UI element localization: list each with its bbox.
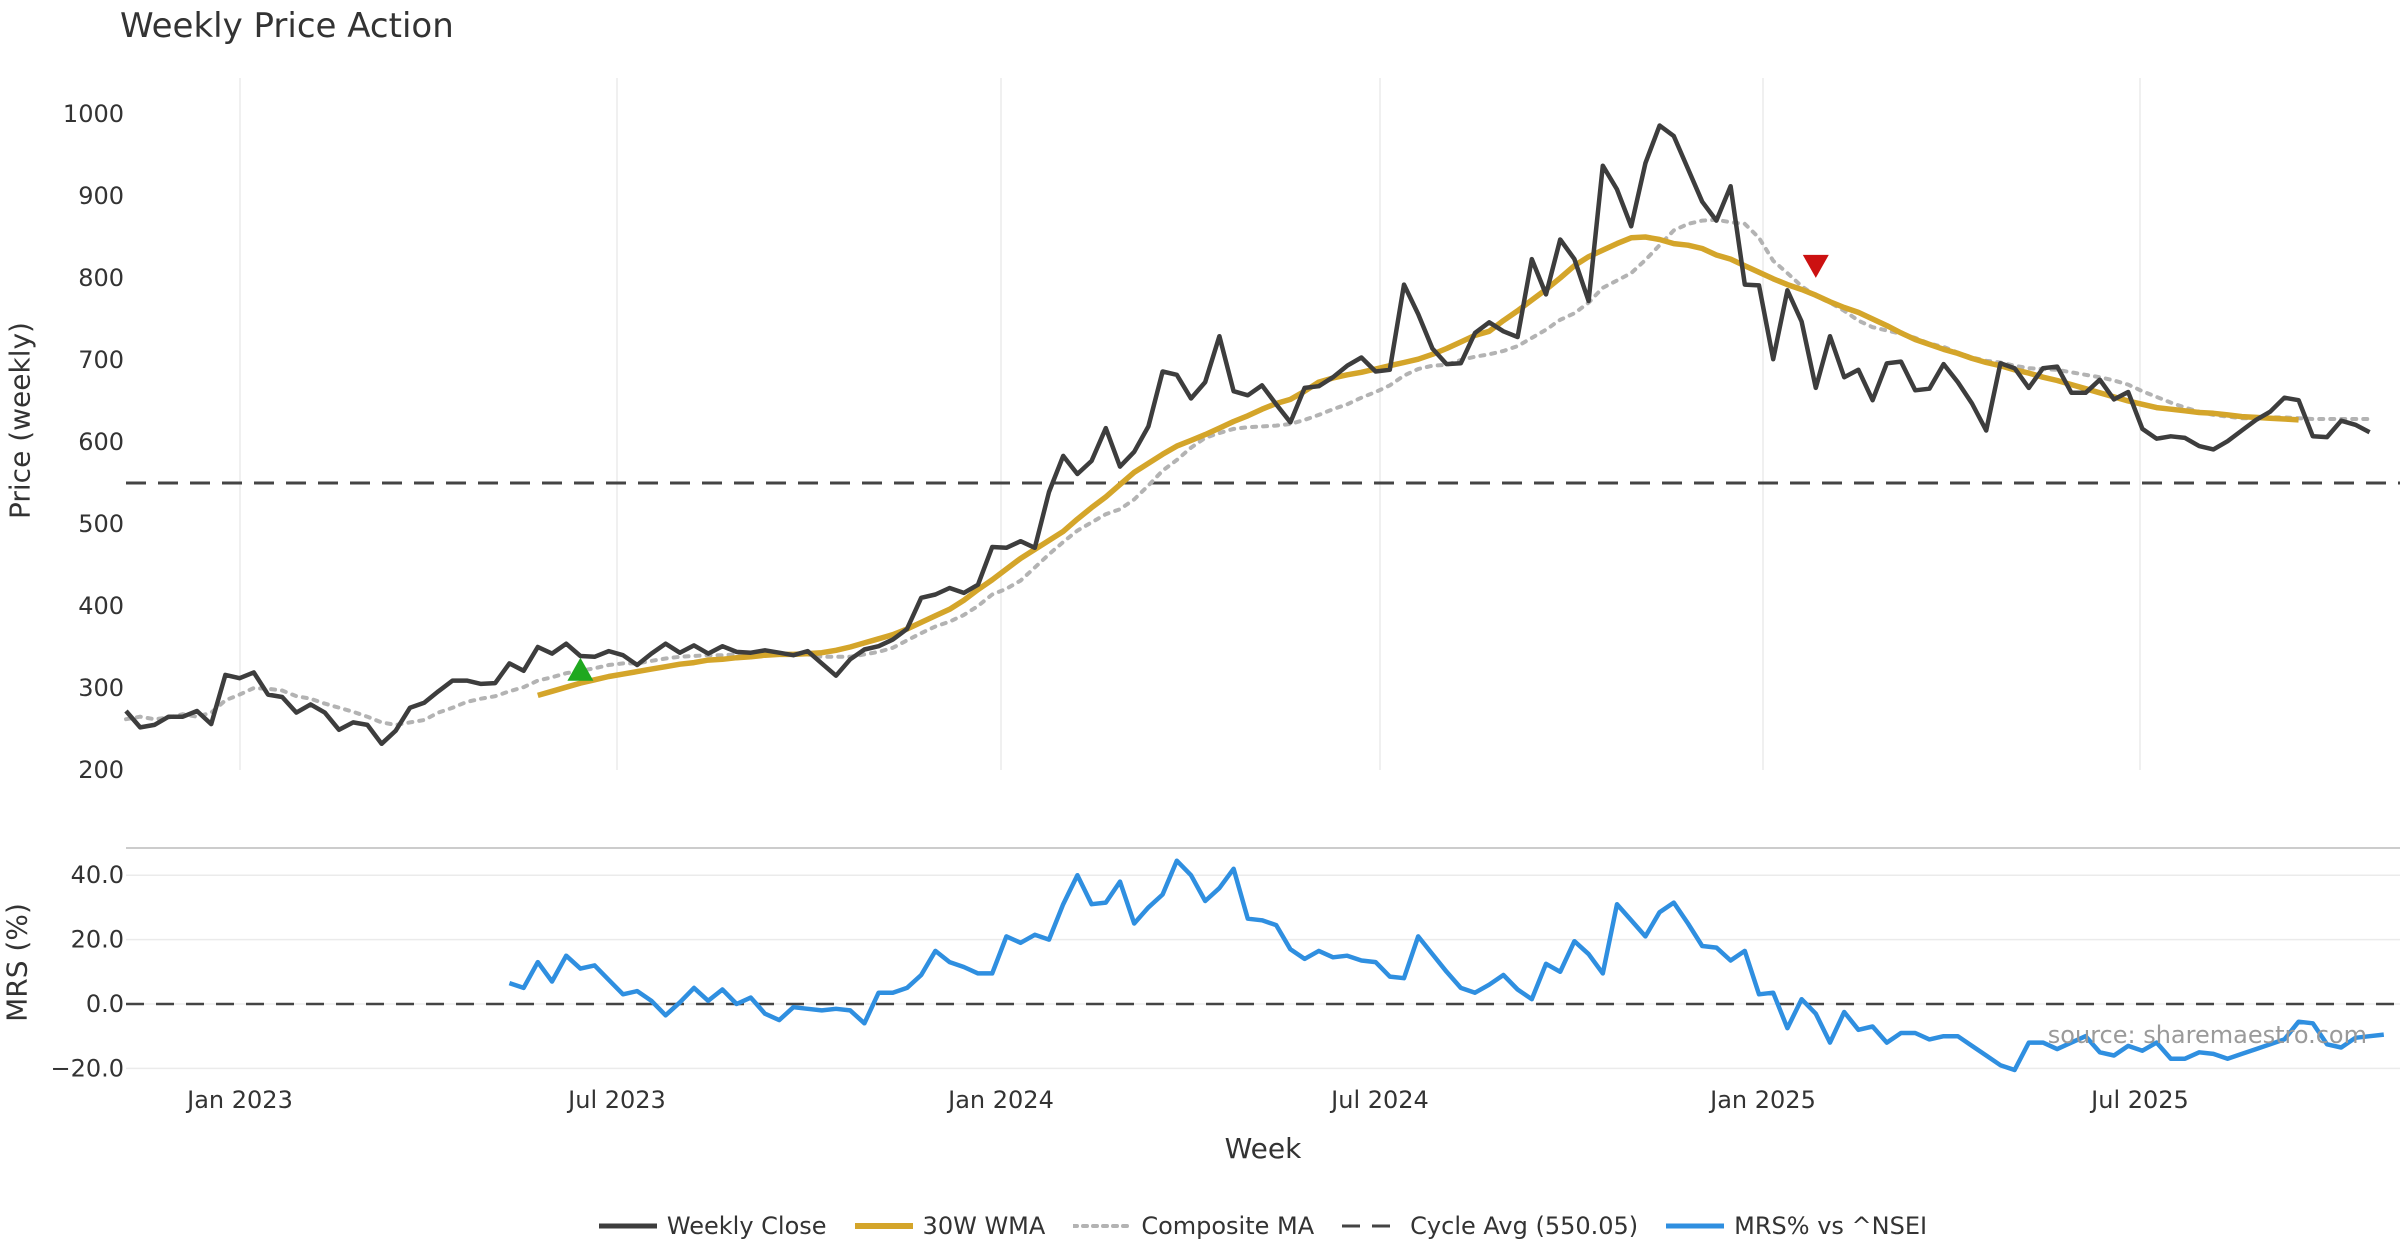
price-axis-label: Price (weekly) — [3, 322, 37, 519]
legend-item-cycle-avg: Cycle Avg (550.05) — [1342, 1212, 1638, 1240]
x-tick-label: Jul 2024 — [1329, 1086, 1429, 1114]
x-tick-label: Jul 2025 — [2089, 1086, 2189, 1114]
sell-signal-marker — [1802, 254, 1829, 278]
x-tick-label: Jan 2024 — [946, 1086, 1054, 1114]
mrs-y-tick-label: −20.0 — [50, 1054, 124, 1082]
legend-label-wma: 30W WMA — [922, 1212, 1046, 1240]
legend: Weekly Close 30W WMA Composite MA Cycle … — [0, 1212, 2400, 1240]
legend-swatch-cycle-avg — [1342, 1224, 1401, 1228]
buy-signal-marker — [567, 657, 594, 681]
x-tick-label: Jan 2025 — [1708, 1086, 1816, 1114]
mrs-line — [508, 858, 2385, 1073]
price-y-tick-label: 500 — [78, 510, 124, 538]
x-tick-label: Jul 2023 — [566, 1086, 666, 1114]
price-y-tick-label: 600 — [78, 428, 124, 456]
legend-item-wma: 30W WMA — [854, 1212, 1046, 1240]
weekly-close-line — [124, 123, 2371, 747]
chart-title: Weekly Price Action — [120, 6, 454, 46]
price-y-tick-label: 200 — [78, 756, 124, 784]
x-axis-label: Week — [1224, 1132, 1302, 1165]
mrs-y-tick-label: 0.0 — [86, 990, 124, 1018]
legend-label-cycle-avg: Cycle Avg (550.05) — [1410, 1212, 1639, 1240]
mrs-y-tick-label: 40.0 — [71, 861, 124, 889]
legend-swatch-weekly-close — [598, 1223, 657, 1229]
wma-line — [537, 234, 2299, 699]
legend-label-mrs: MRS% vs ^NSEI — [1734, 1212, 1928, 1240]
composite-ma-line — [124, 217, 2372, 727]
legend-item-mrs: MRS% vs ^NSEI — [1666, 1212, 1927, 1240]
price-y-tick-label: 1000 — [63, 100, 124, 128]
price-y-tick-label: 800 — [78, 264, 124, 292]
legend-swatch-mrs — [1666, 1223, 1725, 1229]
legend-swatch-wma — [854, 1223, 913, 1229]
legend-label-composite-ma: Composite MA — [1141, 1212, 1315, 1240]
mrs-axis-label: MRS (%) — [0, 903, 34, 1022]
price-y-tick-label: 700 — [78, 346, 124, 374]
price-y-tick-label: 300 — [78, 674, 124, 702]
legend-label-weekly-close: Weekly Close — [666, 1212, 827, 1240]
legend-item-composite-ma: Composite MA — [1073, 1212, 1314, 1240]
x-tick-label: Jan 2023 — [185, 1086, 293, 1114]
mrs-y-tick-label: 20.0 — [71, 926, 124, 954]
source-note: source: sharemaestro.com — [2047, 1021, 2367, 1049]
legend-item-weekly-close: Weekly Close — [598, 1212, 827, 1240]
legend-swatch-composite-ma — [1073, 1224, 1132, 1228]
price-y-tick-label: 400 — [78, 592, 124, 620]
price-y-tick-label: 900 — [78, 182, 124, 210]
